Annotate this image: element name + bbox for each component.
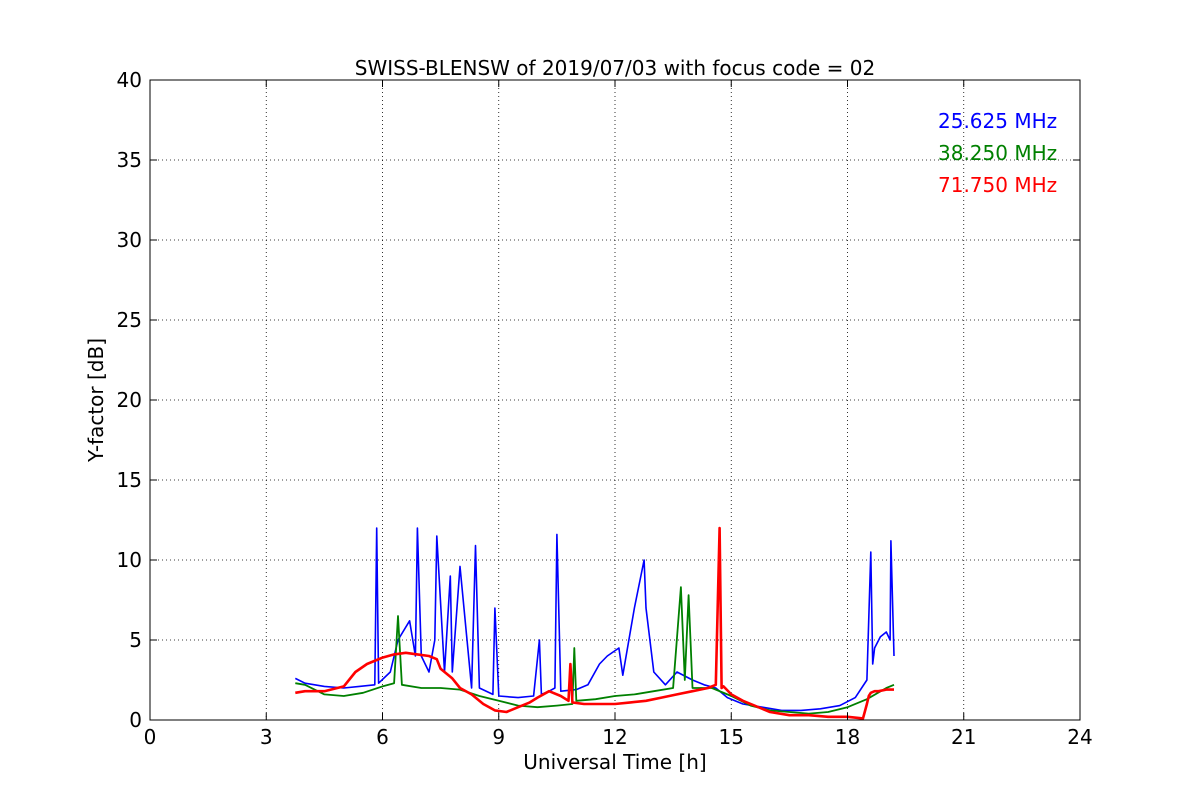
x-tick-label: 21	[951, 725, 976, 749]
legend-entry: 71.750 MHz	[938, 173, 1057, 197]
chart-title: SWISS-BLENSW of 2019/07/03 with focus co…	[355, 56, 876, 80]
x-tick-label: 6	[376, 725, 389, 749]
grid-layer	[150, 80, 1080, 720]
legend-entry: 25.625 MHz	[938, 109, 1057, 133]
series-line-71-750-mhz	[295, 526, 894, 720]
series-line-25-625-mhz	[294, 527, 895, 712]
x-axis-label: Universal Time [h]	[523, 750, 706, 774]
y-tick-label: 10	[117, 548, 142, 572]
y-tick-label: 30	[117, 228, 142, 252]
tick-layer: 0 3 6 9 12 15 18 21 24 0 5 10 15 20 25 30 35 40	[117, 68, 1093, 749]
y-tick-label: 15	[117, 468, 142, 492]
x-tick-label: 15	[719, 725, 744, 749]
x-tick-label: 3	[260, 725, 273, 749]
x-tick-label: 24	[1067, 725, 1092, 749]
y-tick-label: 25	[117, 308, 142, 332]
legend: 25.625 MHz 38.250 MHz 71.750 MHz	[938, 109, 1057, 197]
x-tick-label: 0	[144, 725, 157, 749]
legend-entry: 38.250 MHz	[938, 141, 1057, 165]
y-axis-label: Y-factor [dB]	[84, 338, 108, 463]
y-tick-label: 35	[117, 148, 142, 172]
series-layer	[294, 526, 895, 720]
y-tick-label: 20	[117, 388, 142, 412]
y-tick-label: 40	[117, 68, 142, 92]
x-tick-label: 18	[835, 725, 860, 749]
series-line-38-250-mhz	[295, 586, 895, 715]
x-tick-label: 12	[602, 725, 627, 749]
y-tick-label: 5	[129, 628, 142, 652]
x-tick-label: 9	[492, 725, 505, 749]
y-tick-label: 0	[129, 708, 142, 732]
